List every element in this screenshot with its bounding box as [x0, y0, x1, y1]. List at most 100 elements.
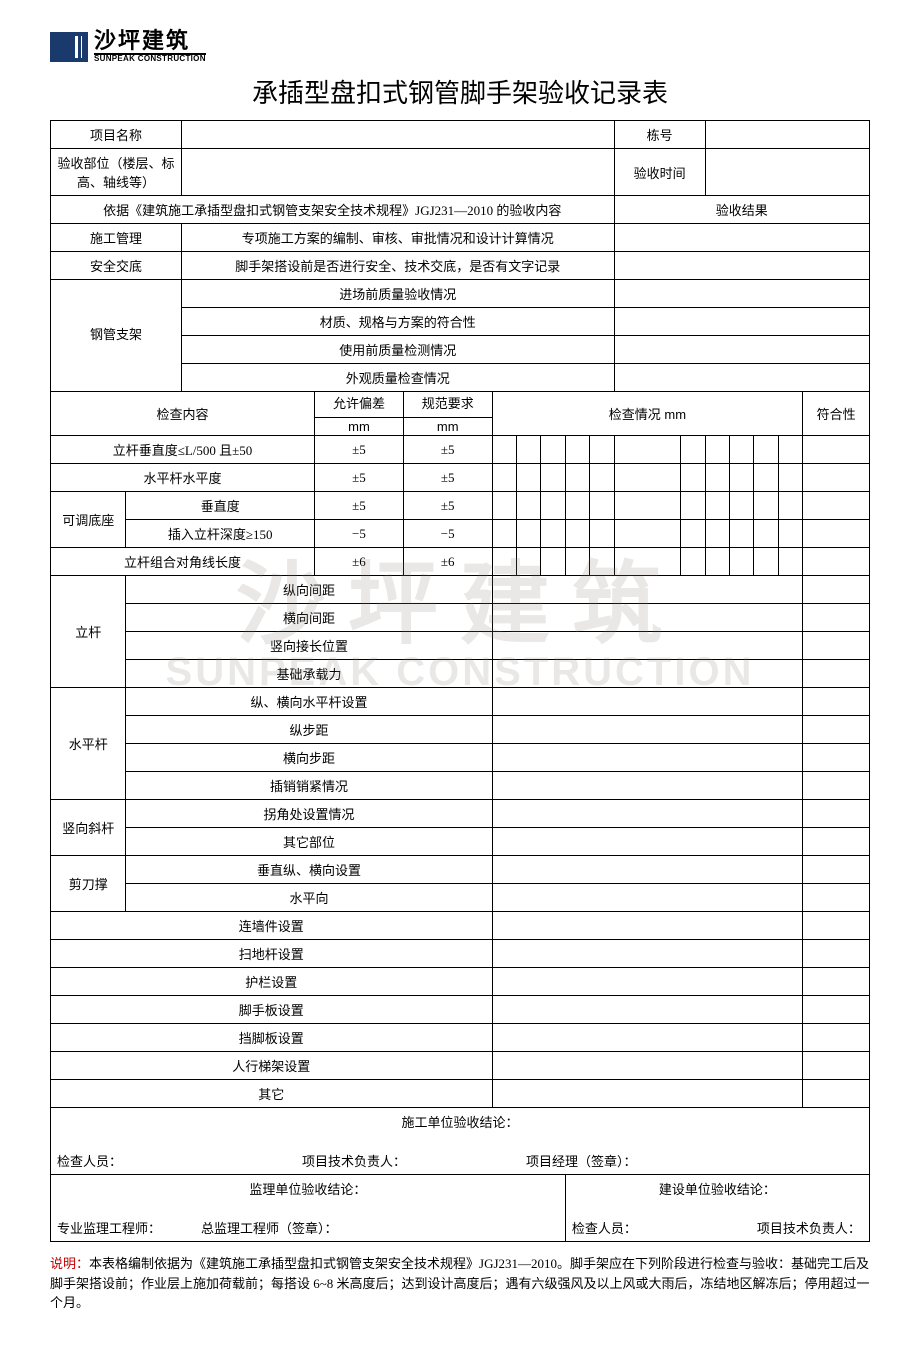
conform-field[interactable] — [803, 884, 870, 912]
field-steel-2[interactable] — [614, 336, 869, 364]
check-field[interactable] — [492, 1080, 803, 1108]
check-item: 扫地杆设置 — [51, 940, 493, 968]
check-field[interactable] — [492, 800, 803, 828]
dev-row-1: 水平杆水平度 — [51, 464, 315, 492]
field-accept-part[interactable] — [181, 149, 614, 196]
check-item: 拐角处设置情况 — [126, 800, 492, 828]
conform-field[interactable] — [803, 576, 870, 604]
check-field[interactable] — [492, 744, 803, 772]
header-conform: 符合性 — [803, 392, 870, 436]
steel-row-3: 外观质量检查情况 — [181, 364, 614, 392]
check-field[interactable] — [492, 604, 803, 632]
steel-row-1: 材质、规格与方案的符合性 — [181, 308, 614, 336]
desc-safety-brief: 脚手架搭设前是否进行安全、技术交底，是否有文字记录 — [181, 252, 614, 280]
field-project-name[interactable] — [181, 121, 614, 149]
check-item: 横向步距 — [126, 744, 492, 772]
header-allow-dev: 允许偏差 — [315, 392, 404, 418]
conform-field[interactable] — [803, 856, 870, 884]
check-item: 竖向接长位置 — [126, 632, 492, 660]
conform-field[interactable] — [803, 716, 870, 744]
conform-field[interactable] — [803, 744, 870, 772]
check-field[interactable] — [492, 884, 803, 912]
footnote: 说明：本表格编制依据为《建筑施工承插型盘扣式钢管支架安全技术规程》JGJ231—… — [50, 1254, 870, 1313]
label-steel-group: 钢管支架 — [51, 280, 182, 392]
steel-row-2: 使用前质量检测情况 — [181, 336, 614, 364]
header-check-status: 检查情况 mm — [492, 392, 803, 436]
dev-row-2: 垂直度 — [126, 492, 315, 520]
check-field[interactable] — [492, 660, 803, 688]
dev-row-3: 插入立杆深度≥150 — [126, 520, 315, 548]
conform-field[interactable] — [803, 660, 870, 688]
field-building-no[interactable] — [705, 121, 869, 149]
check-field[interactable] — [492, 940, 803, 968]
dev-row-2-group: 可调底座 — [51, 492, 126, 548]
header-std-req: 规范要求 — [403, 392, 492, 418]
check-item: 纵向间距 — [126, 576, 492, 604]
supervision-conclusion[interactable]: 监理单位验收结论： 专业监理工程师： 总监理工程师（签章）： — [51, 1175, 566, 1242]
group-label: 水平杆 — [51, 688, 126, 800]
check-item: 护栏设置 — [51, 968, 493, 996]
field-safety-brief-result[interactable] — [614, 252, 869, 280]
check-field[interactable] — [492, 632, 803, 660]
dev-row-0: 立杆垂直度≤L/500 且±50 — [51, 436, 315, 464]
check-field[interactable] — [492, 688, 803, 716]
check-field[interactable] — [492, 996, 803, 1024]
conform-field[interactable] — [803, 996, 870, 1024]
check-item: 其它 — [51, 1080, 493, 1108]
label-safety-brief: 安全交底 — [51, 252, 182, 280]
check-item: 纵、横向水平杆设置 — [126, 688, 492, 716]
label-basis: 依据《建筑施工承插型盘扣式钢管支架安全技术规程》JGJ231—2010 的验收内… — [51, 196, 615, 224]
conform-field[interactable] — [803, 1024, 870, 1052]
check-field[interactable] — [492, 968, 803, 996]
check-field[interactable] — [492, 828, 803, 856]
check-item: 连墙件设置 — [51, 912, 493, 940]
owner-conclusion[interactable]: 建设单位验收结论： 检查人员： 项目技术负责人： — [565, 1175, 869, 1242]
construction-conclusion[interactable]: 施工单位验收结论： 检查人员： 项目技术负责人： 项目经理（签章）： — [51, 1108, 870, 1175]
header-check-content: 检查内容 — [51, 392, 315, 436]
check-field[interactable] — [492, 912, 803, 940]
check-item: 基础承载力 — [126, 660, 492, 688]
check-item: 挡脚板设置 — [51, 1024, 493, 1052]
check-field[interactable] — [492, 576, 803, 604]
label-accept-result: 验收结果 — [614, 196, 869, 224]
label-accept-time: 验收时间 — [614, 149, 705, 196]
field-accept-time[interactable] — [705, 149, 869, 196]
logo-mark — [50, 32, 88, 62]
conform-field[interactable] — [803, 1080, 870, 1108]
check-item: 插销销紧情况 — [126, 772, 492, 800]
check-field[interactable] — [492, 716, 803, 744]
check-field[interactable] — [492, 1024, 803, 1052]
check-item: 脚手板设置 — [51, 996, 493, 1024]
brand-logo: 沙坪建筑 SUNPEAK CONSTRUCTION — [50, 30, 870, 63]
label-building-no: 栋号 — [614, 121, 705, 149]
field-steel-0[interactable] — [614, 280, 869, 308]
conform-field[interactable] — [803, 828, 870, 856]
conform-field[interactable] — [803, 632, 870, 660]
conform-field[interactable] — [803, 800, 870, 828]
group-label: 立杆 — [51, 576, 126, 688]
conform-field[interactable] — [803, 912, 870, 940]
check-item: 水平向 — [126, 884, 492, 912]
conform-field[interactable] — [803, 968, 870, 996]
label-construction-mgmt: 施工管理 — [51, 224, 182, 252]
logo-en: SUNPEAK CONSTRUCTION — [94, 55, 206, 63]
conform-field[interactable] — [803, 1052, 870, 1080]
check-item: 垂直纵、横向设置 — [126, 856, 492, 884]
conform-field[interactable] — [803, 940, 870, 968]
group-label: 剪刀撑 — [51, 856, 126, 912]
check-field[interactable] — [492, 856, 803, 884]
check-item: 人行梯架设置 — [51, 1052, 493, 1080]
label-accept-part: 验收部位（楼层、标高、轴线等） — [51, 149, 182, 196]
label-project-name: 项目名称 — [51, 121, 182, 149]
conform-field[interactable] — [803, 604, 870, 632]
conform-field[interactable] — [803, 688, 870, 716]
check-item: 其它部位 — [126, 828, 492, 856]
field-steel-3[interactable] — [614, 364, 869, 392]
group-label: 竖向斜杆 — [51, 800, 126, 856]
acceptance-table: 项目名称 栋号 验收部位（楼层、标高、轴线等） 验收时间 依据《建筑施工承插型盘… — [50, 120, 870, 1242]
check-field[interactable] — [492, 772, 803, 800]
check-field[interactable] — [492, 1052, 803, 1080]
field-construction-mgmt-result[interactable] — [614, 224, 869, 252]
field-steel-1[interactable] — [614, 308, 869, 336]
conform-field[interactable] — [803, 772, 870, 800]
